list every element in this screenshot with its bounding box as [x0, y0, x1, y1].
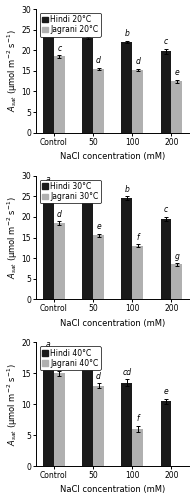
Text: c: c — [164, 37, 168, 46]
Bar — [54, 223, 65, 300]
Text: b: b — [85, 350, 90, 358]
Bar — [160, 51, 171, 132]
Text: b: b — [124, 185, 129, 194]
Bar — [93, 236, 104, 300]
Text: e: e — [164, 387, 168, 396]
Bar — [43, 188, 54, 300]
Bar — [93, 386, 104, 466]
Text: f: f — [136, 232, 139, 241]
Bar — [160, 219, 171, 300]
Text: b: b — [124, 30, 129, 38]
Bar — [54, 56, 65, 132]
Text: a: a — [46, 175, 51, 184]
Text: f: f — [136, 414, 139, 424]
Bar — [93, 69, 104, 132]
Bar — [132, 70, 143, 132]
Text: bc: bc — [55, 360, 64, 368]
Text: b: b — [85, 25, 90, 34]
Bar — [43, 354, 54, 466]
Bar — [121, 42, 132, 132]
Legend: Hindi 20°C, Jagrani 20°C: Hindi 20°C, Jagrani 20°C — [40, 13, 101, 36]
Bar — [82, 38, 93, 132]
Text: a: a — [46, 340, 51, 348]
Y-axis label: $A_{sat}$ (μmol m$^{-2}$ s$^{-1}$): $A_{sat}$ (μmol m$^{-2}$ s$^{-1}$) — [5, 196, 20, 279]
Text: b: b — [85, 186, 90, 194]
Bar — [132, 246, 143, 300]
Text: d: d — [96, 56, 101, 65]
Legend: Hindi 40°C, Jagrani 40°C: Hindi 40°C, Jagrani 40°C — [40, 346, 101, 370]
Text: e: e — [96, 222, 101, 232]
Bar — [121, 382, 132, 466]
Text: a: a — [46, 18, 51, 28]
Text: e: e — [175, 68, 179, 77]
Bar — [121, 198, 132, 300]
Text: d: d — [96, 372, 101, 380]
Text: d: d — [135, 58, 140, 66]
X-axis label: NaCl concentration (mM): NaCl concentration (mM) — [60, 319, 165, 328]
Bar — [171, 81, 183, 132]
Text: cd: cd — [122, 368, 131, 377]
X-axis label: NaCl concentration (mM): NaCl concentration (mM) — [60, 486, 165, 494]
Y-axis label: $A_{sat}$ (μmol m$^{-2}$ s$^{-1}$): $A_{sat}$ (μmol m$^{-2}$ s$^{-1}$) — [6, 363, 20, 446]
Bar — [82, 364, 93, 466]
Y-axis label: $A_{sat}$ (μmol m$^{-2}$ s$^{-1}$): $A_{sat}$ (μmol m$^{-2}$ s$^{-1}$) — [5, 30, 20, 112]
Text: c: c — [57, 44, 61, 52]
Bar — [43, 32, 54, 132]
Bar — [132, 429, 143, 466]
Text: c: c — [164, 206, 168, 214]
Text: d: d — [57, 210, 62, 219]
Bar — [54, 374, 65, 466]
X-axis label: NaCl concentration (mM): NaCl concentration (mM) — [60, 152, 165, 161]
Bar — [82, 198, 93, 300]
Text: g: g — [175, 252, 179, 260]
Legend: Hindi 30°C, Jagrani 30°C: Hindi 30°C, Jagrani 30°C — [40, 180, 101, 204]
Bar — [171, 264, 183, 300]
Bar — [160, 401, 171, 466]
